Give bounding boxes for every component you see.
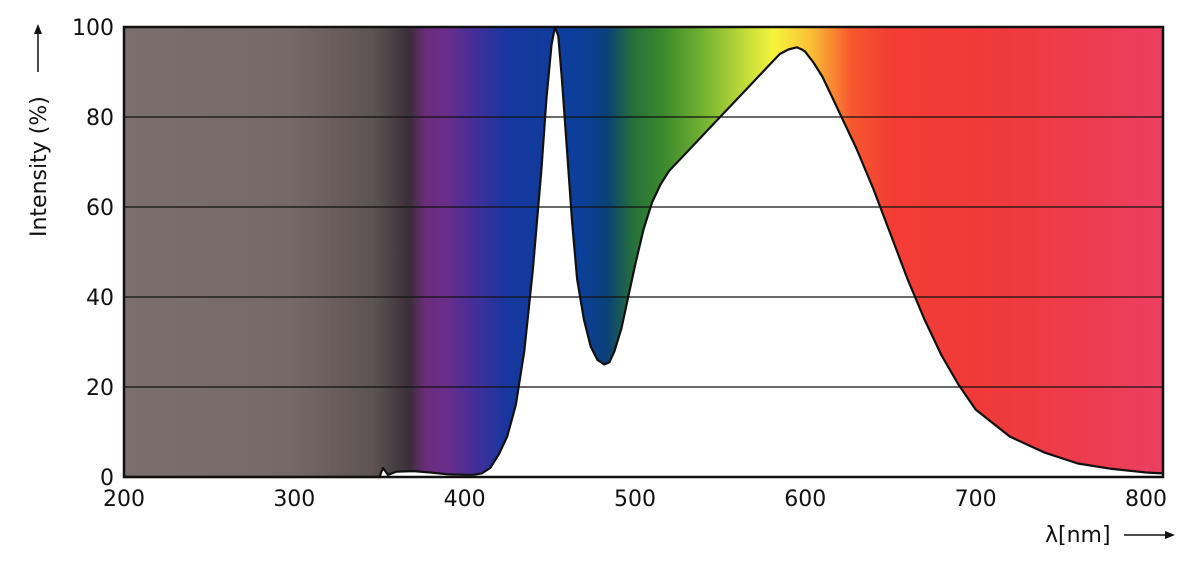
plot-frame <box>122 25 1165 479</box>
y-tick-label: 80 <box>86 106 114 131</box>
y-axis-label: Intensity (%) <box>27 96 52 237</box>
y-tick-label: 60 <box>86 196 114 221</box>
x-tick-label: 600 <box>784 487 826 512</box>
x-tick-label: 300 <box>273 487 315 512</box>
y-axis-arrow-icon <box>34 24 42 72</box>
x-tick-label: 700 <box>955 487 997 512</box>
y-axis-ticks: 0 20 40 60 80 100 <box>72 16 114 491</box>
x-axis-ticks: 200 300 400 500 600 700 800 <box>103 487 1167 512</box>
x-tick-label: 400 <box>444 487 486 512</box>
x-tick-label: 200 <box>103 487 145 512</box>
y-tick-label: 100 <box>72 16 114 41</box>
x-axis-arrow-icon <box>1124 531 1175 539</box>
x-axis-label: λ[nm] <box>1045 523 1111 548</box>
y-tick-label: 20 <box>86 376 114 401</box>
grid-lines <box>124 116 1163 388</box>
x-tick-label: 500 <box>614 487 656 512</box>
spectrum-curve <box>124 25 1164 479</box>
x-tick-label: 800 <box>1125 487 1167 512</box>
spectrum-area <box>124 27 1163 477</box>
y-tick-label: 40 <box>86 286 114 311</box>
y-tick-label: 0 <box>100 466 114 491</box>
